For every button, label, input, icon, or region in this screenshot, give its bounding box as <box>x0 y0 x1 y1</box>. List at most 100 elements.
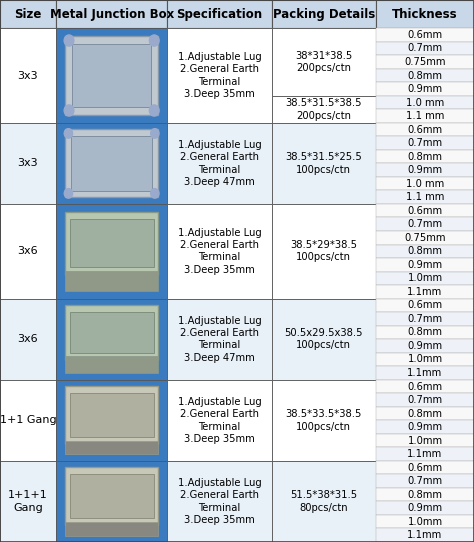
Text: 51.5*38*31.5
80pcs/ctn: 51.5*38*31.5 80pcs/ctn <box>290 490 357 513</box>
Text: 1.Adjustable Lug
2.General Earth
Terminal
3.Deep 47mm: 1.Adjustable Lug 2.General Earth Termina… <box>178 315 261 363</box>
Bar <box>376 28 474 42</box>
Text: 0.8mm: 0.8mm <box>408 327 442 338</box>
Text: 0.9mm: 0.9mm <box>407 503 443 513</box>
Text: 1.1mm: 1.1mm <box>407 368 443 378</box>
Bar <box>376 217 474 231</box>
Text: 1.Adjustable Lug
2.General Earth
Terminal
3.Deep 47mm: 1.Adjustable Lug 2.General Earth Termina… <box>178 140 261 187</box>
Bar <box>376 461 474 474</box>
Text: 38.5*33.5*38.5
100pcs/ctn: 38.5*33.5*38.5 100pcs/ctn <box>285 409 362 431</box>
Bar <box>0 299 56 380</box>
Bar <box>376 163 474 177</box>
Bar <box>167 299 272 380</box>
Text: 0.8mm: 0.8mm <box>408 489 442 500</box>
Text: Specification: Specification <box>176 8 263 21</box>
Bar <box>376 488 474 501</box>
Text: 1.1mm: 1.1mm <box>407 530 443 540</box>
Bar <box>272 123 376 204</box>
Text: 1.1 mm: 1.1 mm <box>406 111 444 121</box>
Bar <box>376 299 474 312</box>
Bar <box>70 220 154 267</box>
Text: 1.0mm: 1.0mm <box>407 436 443 446</box>
Bar <box>167 0 272 28</box>
Bar <box>376 244 474 258</box>
Bar <box>376 42 474 55</box>
Text: 0.6mm: 0.6mm <box>407 463 443 473</box>
Bar <box>376 272 474 285</box>
Bar <box>65 356 158 373</box>
Text: 0.9mm: 0.9mm <box>407 341 443 351</box>
Bar <box>376 312 474 326</box>
Circle shape <box>64 128 73 138</box>
Bar <box>65 271 158 291</box>
Circle shape <box>64 35 74 46</box>
Text: 0.8mm: 0.8mm <box>408 152 442 162</box>
Bar <box>376 366 474 380</box>
Text: 0.9mm: 0.9mm <box>407 84 443 94</box>
Text: 0.8mm: 0.8mm <box>408 70 442 81</box>
Text: 0.7mm: 0.7mm <box>407 476 443 486</box>
Bar <box>376 258 474 272</box>
Bar <box>376 177 474 190</box>
Text: Packing Details: Packing Details <box>273 8 375 21</box>
Text: 38.5*31.5*38.5
200pcs/ctn: 38.5*31.5*38.5 200pcs/ctn <box>285 98 362 120</box>
Circle shape <box>64 189 73 198</box>
Text: 38*31*38.5
200pcs/ctn: 38*31*38.5 200pcs/ctn <box>295 51 352 73</box>
Bar <box>65 211 158 275</box>
Circle shape <box>149 35 159 46</box>
Bar <box>65 36 158 115</box>
Bar <box>70 474 154 519</box>
Text: 1.0 mm: 1.0 mm <box>406 179 444 189</box>
Bar <box>272 204 376 299</box>
Bar <box>272 380 376 461</box>
Bar <box>167 461 272 542</box>
Bar <box>0 204 56 299</box>
Text: 0.6mm: 0.6mm <box>407 30 443 40</box>
Bar <box>376 339 474 353</box>
Bar <box>56 204 167 299</box>
Text: 38.5*31.5*25.5
100pcs/ctn: 38.5*31.5*25.5 100pcs/ctn <box>285 152 362 175</box>
Bar <box>376 55 474 69</box>
Bar <box>65 130 158 197</box>
Bar <box>272 28 376 96</box>
Text: 1.Adjustable Lug
2.General Earth
Terminal
3.Deep 35mm: 1.Adjustable Lug 2.General Earth Termina… <box>178 228 261 275</box>
Bar <box>65 467 158 525</box>
Bar <box>376 393 474 407</box>
Text: 0.75mm: 0.75mm <box>404 57 446 67</box>
Text: 1.Adjustable Lug
2.General Earth
Terminal
3.Deep 35mm: 1.Adjustable Lug 2.General Earth Termina… <box>178 478 261 525</box>
Bar <box>65 305 158 360</box>
Bar <box>376 82 474 96</box>
Bar <box>0 0 56 28</box>
Bar <box>376 204 474 217</box>
Text: 0.7mm: 0.7mm <box>407 395 443 405</box>
Circle shape <box>149 105 159 116</box>
Bar <box>71 136 153 191</box>
Text: 1.0mm: 1.0mm <box>407 517 443 527</box>
Bar <box>272 461 376 542</box>
Bar <box>70 393 154 437</box>
Bar <box>167 204 272 299</box>
Text: 0.75mm: 0.75mm <box>404 233 446 243</box>
Bar <box>376 231 474 244</box>
Text: 1.1mm: 1.1mm <box>407 287 443 297</box>
Text: 1+1 Gang: 1+1 Gang <box>0 415 56 425</box>
Bar <box>65 522 158 535</box>
Text: 3x3: 3x3 <box>18 158 38 169</box>
Text: 3x3: 3x3 <box>18 70 38 81</box>
Text: 1+1+1
Gang: 1+1+1 Gang <box>8 490 48 513</box>
Text: Thickness: Thickness <box>392 8 458 21</box>
Bar <box>376 407 474 420</box>
Bar <box>376 285 474 299</box>
Circle shape <box>151 189 159 198</box>
Bar <box>376 150 474 163</box>
Bar <box>376 434 474 447</box>
Text: 1.1 mm: 1.1 mm <box>406 192 444 202</box>
Bar <box>376 447 474 461</box>
Text: 0.9mm: 0.9mm <box>407 165 443 175</box>
Bar <box>376 0 474 28</box>
Circle shape <box>64 105 74 116</box>
Bar <box>376 326 474 339</box>
Bar <box>65 441 158 454</box>
Text: 3x6: 3x6 <box>18 246 38 256</box>
Bar <box>376 69 474 82</box>
Bar <box>376 515 474 528</box>
